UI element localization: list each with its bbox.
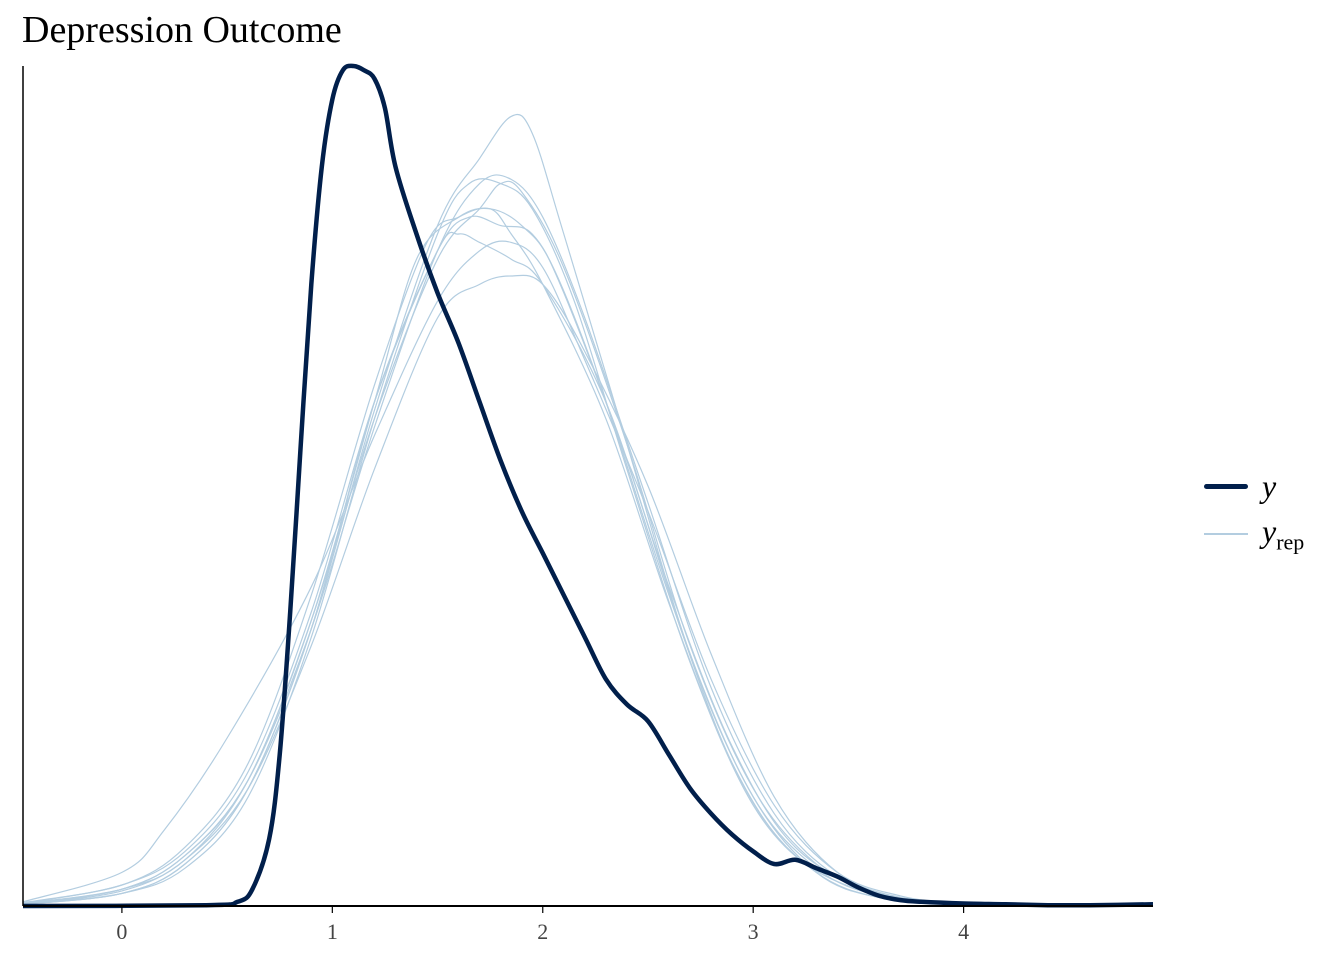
series-line-y-rep-5 [22,178,1154,907]
x-tick-label: 3 [748,919,759,944]
series-line-y-rep-7 [22,113,1154,907]
x-tick-label: 0 [116,919,127,944]
series-line-y-rep-9 [22,231,1154,907]
chart-title: Depression Outcome [22,9,342,51]
series-line-y-rep-2 [22,215,1154,907]
x-tick-label: 4 [958,919,969,944]
x-tick-label: 2 [537,919,548,944]
series-line-y-rep-6 [22,174,1154,907]
legend: y yrep [1200,462,1304,558]
series-layer [22,63,1154,909]
legend-key-yrep [1200,524,1248,544]
legend-label-y: y [1262,467,1277,504]
x-tick-label: 1 [327,919,338,944]
series-line-y-rep-1 [22,180,1154,907]
series-line-y [22,63,1154,909]
legend-item-y: y [1200,462,1304,510]
series-line-y-rep-4 [22,240,1154,907]
legend-label-yrep-sub: rep [1276,529,1305,555]
legend-key-y [1200,476,1248,496]
series-line-y-rep-10 [22,274,1154,907]
x-axis-ticks: 0 1 2 3 4 [116,906,969,944]
legend-label-yrep: yrep [1262,513,1304,555]
legend-item-yrep: yrep [1200,510,1304,558]
legend-label-yrep-main: y [1262,512,1277,549]
